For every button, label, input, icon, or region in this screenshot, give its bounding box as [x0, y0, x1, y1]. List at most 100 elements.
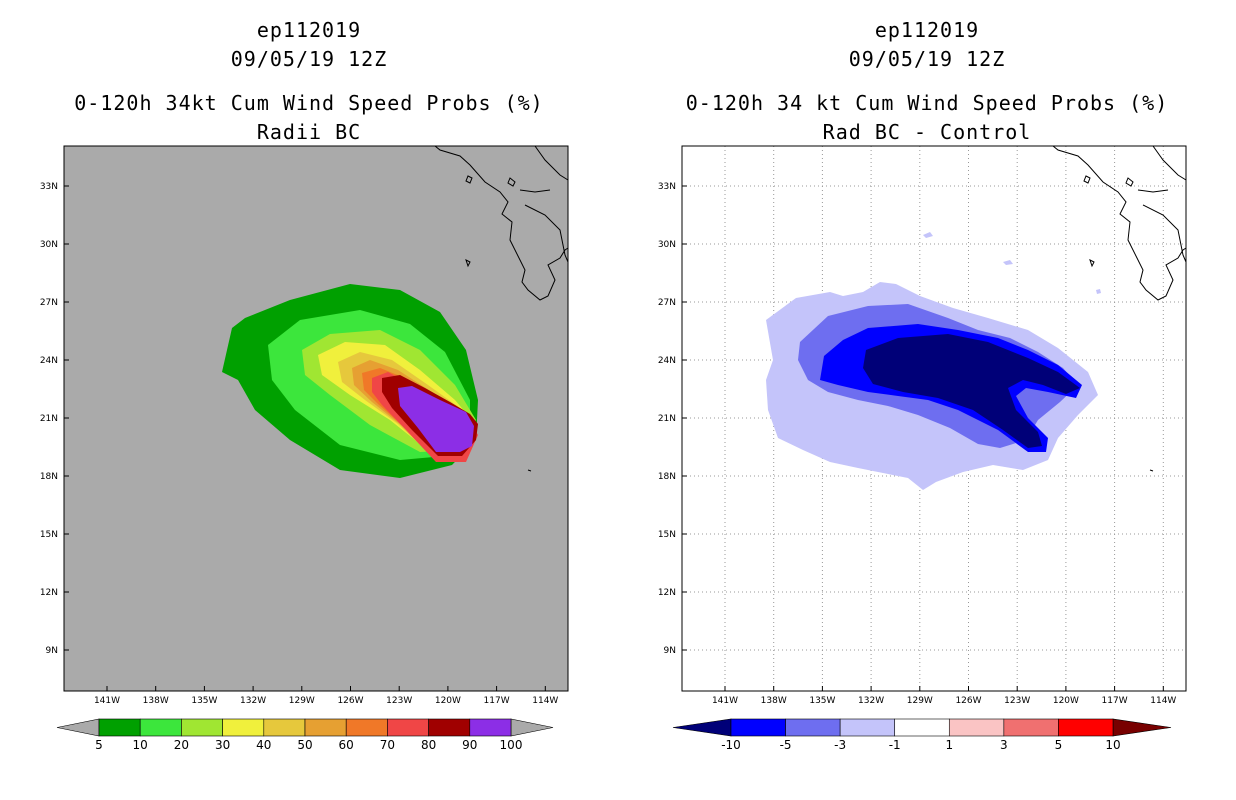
colorbar-label: -3	[834, 738, 846, 752]
contour-minus-1-spot-1	[923, 232, 933, 238]
x-tick-label: 120W	[1053, 696, 1079, 706]
colorbar-label: 60	[339, 738, 354, 752]
y-tick-label: 33N	[40, 182, 58, 192]
colorbar-label: 5	[95, 738, 103, 752]
x-tick-label: 123W	[386, 696, 412, 706]
colorbar-swatch	[98, 718, 141, 737]
y-tick-label: 33N	[658, 182, 676, 192]
y-tick-labels: 33N 30N 27N 24N 21N 18N 15N 12N 9N	[40, 182, 69, 656]
colorbar-label: 20	[174, 738, 189, 752]
colorbar-over-arrow	[1112, 718, 1172, 737]
island-4	[527, 469, 532, 472]
colorbar-over-arrow	[510, 718, 554, 737]
colorbar-label: 3	[1000, 738, 1008, 752]
colorbar-swatch	[894, 718, 950, 737]
x-tick-label: 135W	[809, 696, 835, 706]
colorbar-swatch	[948, 718, 1005, 737]
coastline-baja	[524, 204, 569, 263]
x-tick-label: 120W	[435, 696, 461, 706]
colorbar-swatch	[428, 718, 471, 737]
contour-minus-10	[863, 334, 1080, 448]
island-2	[1083, 175, 1091, 184]
colorbar-under-arrow	[672, 718, 732, 737]
y-tick-label: 18N	[40, 472, 58, 482]
chart-subtitle: Rad BC - Control	[822, 120, 1032, 144]
chart-panel-radii-bc: ep112019 09/05/19 12Z 0-120h 34kt Cum Wi…	[40, 18, 569, 752]
island-1	[507, 177, 516, 187]
colorbar-swatch	[304, 718, 347, 737]
y-tick-labels: 33N 30N 27N 24N 21N 18N 15N 12N 9N	[658, 182, 687, 656]
island-1	[1125, 177, 1134, 187]
contour-90	[398, 386, 474, 452]
colorbar-swatch	[139, 718, 182, 737]
colorbar-swatch	[387, 718, 429, 737]
x-tick-label: 138W	[761, 696, 787, 706]
colorbar-swatch	[1003, 718, 1059, 737]
colorbar-label: 30	[215, 738, 230, 752]
island-3	[1089, 259, 1095, 268]
coastline-mainland	[434, 145, 569, 301]
map-plot: 141W 138W 135W 132W 129W 126W 123W 120W 117W 114W…	[40, 145, 569, 752]
coastline-gulf	[1137, 189, 1169, 193]
colorbar-label: 1	[945, 738, 953, 752]
y-tick-label: 9N	[46, 646, 58, 656]
y-tick-label: 30N	[40, 240, 58, 250]
colorbar-swatch	[222, 718, 265, 737]
colorbar-label: -5	[780, 738, 792, 752]
contour-minus-1-spot-3	[1096, 289, 1101, 294]
x-tick-label: 114W	[532, 696, 558, 706]
y-tick-label: 21N	[40, 414, 58, 424]
y-tick-label: 27N	[658, 298, 676, 308]
chart-title: 0-120h 34kt Cum Wind Speed Probs (%)	[74, 91, 544, 115]
x-tick-label: 126W	[955, 696, 981, 706]
colorbar: -10 -5 -3 -1 1 3 5 10	[672, 718, 1172, 752]
y-tick-label: 21N	[658, 414, 676, 424]
colorbar-swatch	[469, 718, 512, 737]
colorbar-swatch	[785, 718, 841, 737]
x-tick-label: 114W	[1150, 696, 1176, 706]
x-tick-labels: 141W 138W 135W 132W 129W 126W 123W 120W 117W 114W	[94, 686, 558, 706]
coastline-baja	[1142, 204, 1187, 263]
x-tick-label: 129W	[907, 696, 933, 706]
x-tick-label: 141W	[712, 696, 738, 706]
x-tick-label: 117W	[484, 696, 510, 706]
y-tick-label: 15N	[658, 530, 676, 540]
map-plot: 141W 138W 135W 132W 129W 126W 123W 120W 117W 114W…	[658, 145, 1187, 752]
colorbar-label: 5	[1055, 738, 1063, 752]
x-tick-label: 135W	[191, 696, 217, 706]
colorbar-label: 80	[421, 738, 436, 752]
colorbar-label: -10	[721, 738, 741, 752]
colorbar-label: 90	[462, 738, 477, 752]
chart-subtitle: Radii BC	[256, 120, 362, 144]
contour-minus-1-spot-2	[1003, 260, 1013, 265]
colorbar-label: 50	[297, 738, 312, 752]
colorbar-swatch	[181, 718, 223, 737]
x-tick-labels: 141W 138W 135W 132W 129W 126W 123W 120W 117W 114W	[712, 686, 1176, 706]
x-tick-label: 117W	[1102, 696, 1128, 706]
difference-contours	[766, 232, 1101, 490]
coastline-north	[1152, 145, 1187, 181]
x-tick-label: 126W	[337, 696, 363, 706]
colorbar-swatch	[345, 718, 388, 737]
datetime: 09/05/19 12Z	[848, 47, 1006, 71]
x-tick-label: 129W	[289, 696, 315, 706]
y-tick-label: 24N	[40, 356, 58, 366]
coastline	[1052, 145, 1187, 472]
y-tick-label: 30N	[658, 240, 676, 250]
island-2	[465, 175, 473, 184]
colorbar-swatch	[1058, 718, 1114, 737]
coastline-mainland	[1052, 145, 1187, 301]
island-4	[1149, 469, 1154, 472]
coastline	[434, 145, 569, 472]
y-tick-label: 12N	[40, 588, 58, 598]
x-tick-label: 132W	[858, 696, 884, 706]
y-tick-label: 9N	[664, 646, 676, 656]
x-tick-label: 141W	[94, 696, 120, 706]
coastline-gulf	[519, 189, 551, 193]
y-tick-label: 27N	[40, 298, 58, 308]
x-tick-label: 132W	[240, 696, 266, 706]
colorbar-label: 10	[1105, 738, 1120, 752]
colorbar-swatch	[730, 718, 786, 737]
chart-panel-rad-bc-control: ep112019 09/05/19 12Z 0-120h 34 kt Cum W…	[618, 0, 1236, 800]
colorbar-label: -1	[889, 738, 901, 752]
